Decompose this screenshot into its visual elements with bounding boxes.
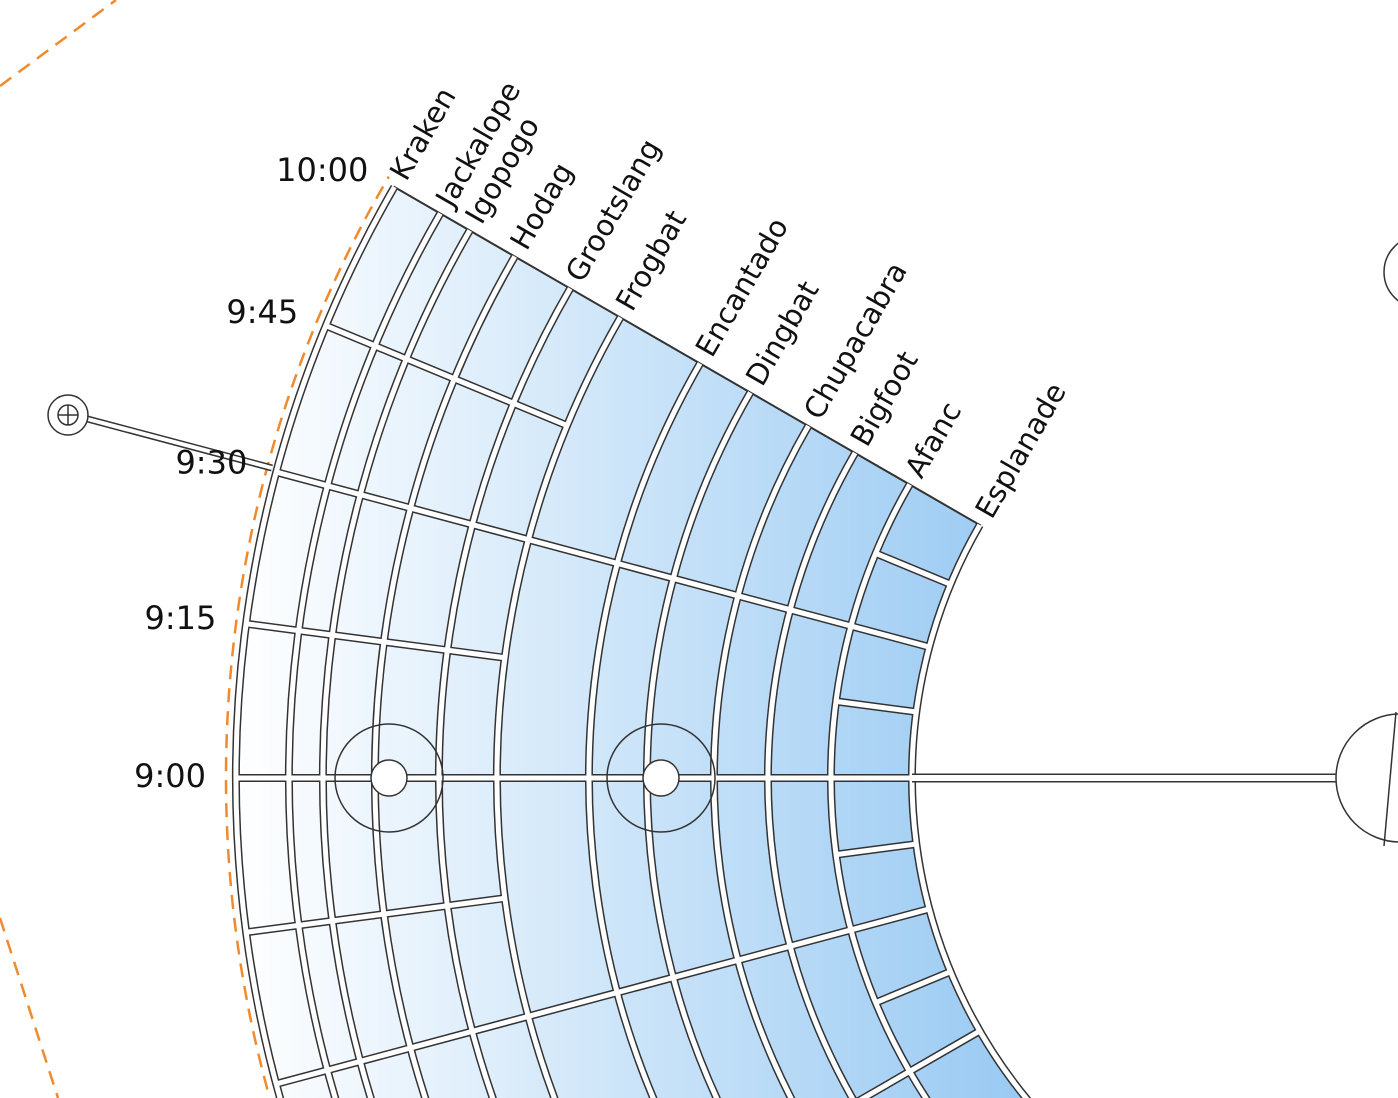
landmark — [1383, 242, 1398, 302]
plaza — [606, 723, 716, 833]
road — [275, 469, 930, 650]
road — [874, 551, 952, 587]
road — [245, 895, 506, 935]
road — [644, 391, 753, 1098]
road — [835, 841, 917, 858]
access-road — [79, 415, 273, 470]
plaza-center — [642, 759, 680, 797]
road — [325, 323, 569, 428]
center-camp — [1335, 713, 1398, 843]
time-label: 9:15 — [145, 599, 217, 637]
road — [275, 906, 930, 1087]
road — [245, 621, 506, 661]
time-label: 9:45 — [226, 293, 298, 331]
road — [874, 969, 952, 1005]
plaza-center — [370, 759, 408, 797]
plaza — [334, 723, 444, 833]
time-label: 9:00 — [134, 757, 206, 795]
city-grid — [224, 175, 1032, 1098]
road — [711, 424, 811, 1098]
boundary-line — [0, 917, 60, 1098]
road — [765, 451, 858, 1098]
boundary-line — [0, 0, 117, 88]
road — [835, 698, 917, 715]
boundary-arc — [224, 175, 390, 1098]
time-label: 10:00 — [276, 151, 368, 189]
street-label: Esplanade — [968, 377, 1072, 524]
street-label: Afanc — [898, 396, 968, 483]
road — [858, 1028, 982, 1098]
road — [586, 362, 703, 1098]
time-label: 9:30 — [175, 443, 247, 481]
center-camp-detail — [1383, 711, 1397, 847]
